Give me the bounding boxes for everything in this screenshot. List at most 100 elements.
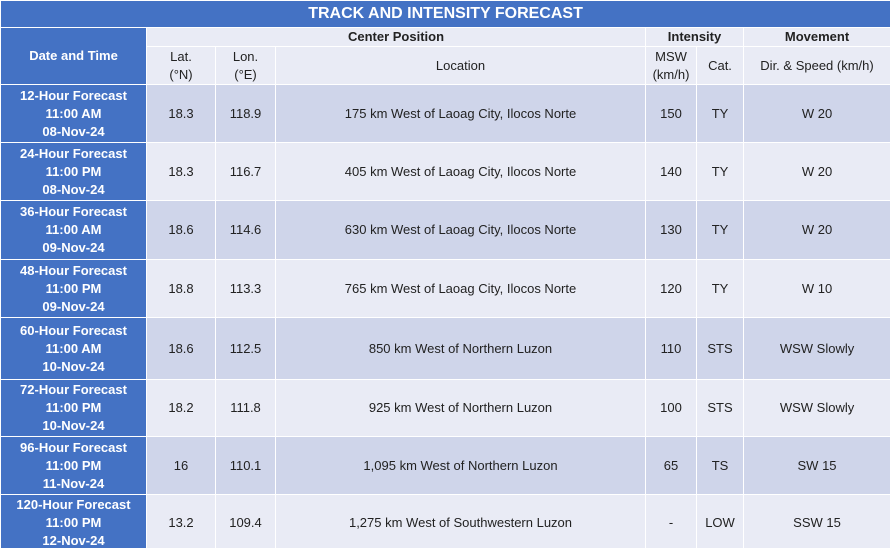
header-msw: MSW (km/h) [645, 46, 697, 85]
msw-cell: 110 [645, 317, 697, 380]
date-time-line: 11:00 PM [45, 400, 102, 415]
header-location: Location [275, 46, 646, 85]
msw-cell: 130 [645, 200, 697, 260]
date-time-cell: 120-Hour Forecast 11:00 PM 12-Nov-24 [0, 494, 147, 548]
movement-cell: WSW Slowly [742, 317, 890, 380]
lat-cell: 18.3 [146, 84, 216, 143]
lat-cell: 18.6 [146, 317, 216, 380]
date-time-line: 10-Nov-24 [42, 358, 105, 374]
date-time-line: 36-Hour Forecast [20, 204, 127, 219]
forecast-row: 24-Hour Forecast 11:00 PM 08-Nov-24 18.3 116… [0, 142, 890, 201]
date-time-line: 08-Nov-24 [42, 123, 105, 139]
lon-cell: 110.1 [215, 436, 276, 495]
date-time-cell: 60-Hour Forecast 11:00 AM 10-Nov-24 [0, 317, 147, 380]
date-time-line: 11:00 AM [45, 222, 102, 237]
forecast-row: 96-Hour Forecast 11:00 PM 11-Nov-24 16 110.1… [0, 436, 890, 495]
category-cell: STS [696, 379, 744, 437]
date-time-line: 09-Nov-24 [42, 240, 105, 255]
date-time-line: 09-Nov-24 [42, 298, 105, 314]
date-time-line: 11:00 PM [45, 163, 102, 179]
date-time-cell: 12-Hour Forecast 11:00 AM 08-Nov-24 [0, 84, 147, 143]
category-cell: TY [696, 142, 744, 201]
category-cell: TS [696, 436, 744, 495]
date-time-cell: 72-Hour Forecast 11:00 PM 10-Nov-24 [0, 379, 147, 437]
lon-cell: 118.9 [215, 84, 276, 143]
forecast-row: 48-Hour Forecast 11:00 PM 09-Nov-24 18.8 113… [0, 259, 890, 318]
subheader-row: Lat. (°N) Lon. (°E) Location MSW (km/h) Cat… [1, 46, 890, 85]
msw-cell: 140 [645, 142, 697, 201]
lon-cell: 113.3 [215, 259, 276, 318]
lat-cell: 16 [146, 436, 216, 495]
category-cell: STS [696, 317, 744, 380]
date-time-line: 08-Nov-24 [42, 181, 105, 197]
movement-cell: W 20 [742, 142, 890, 201]
date-time-line: 72-Hour Forecast [20, 382, 127, 397]
date-time-cell: 48-Hour Forecast 11:00 PM 09-Nov-24 [0, 259, 147, 318]
forecast-row: 72-Hour Forecast 11:00 PM 10-Nov-24 18.2 111… [0, 379, 890, 437]
movement-cell: W 10 [742, 259, 890, 318]
lon-cell: 112.5 [215, 317, 276, 380]
header-line: (°N) [169, 66, 193, 82]
location-cell: 630 km West of Laoag City, Ilocos Norte [275, 200, 646, 260]
date-time-line: 96-Hour Forecast [20, 439, 127, 455]
date-time-line: 12-Hour Forecast [20, 87, 127, 103]
category-cell: TY [696, 84, 744, 143]
category-cell: TY [696, 200, 744, 260]
header-lon: Lon. (°E) [215, 46, 276, 85]
date-time-line: 10-Nov-24 [42, 418, 105, 433]
date-time-line: 11:00 AM [45, 105, 102, 121]
category-cell: LOW [696, 494, 744, 548]
lon-cell: 111.8 [215, 379, 276, 437]
header-line: Lon. [232, 48, 259, 64]
header-line: MSW [655, 48, 687, 64]
lat-cell: 18.6 [146, 200, 216, 260]
movement-cell: SW 15 [742, 436, 890, 495]
forecast-row: 60-Hour Forecast 11:00 AM 10-Nov-24 18.6 112… [0, 317, 890, 380]
movement-cell: W 20 [742, 84, 890, 143]
header-line: Lat. [170, 48, 192, 64]
date-time-line: 120-Hour Forecast [16, 496, 131, 512]
date-time-line: 11:00 PM [45, 457, 102, 473]
date-time-cell: 24-Hour Forecast 11:00 PM 08-Nov-24 [0, 142, 147, 201]
msw-cell: 65 [645, 436, 697, 495]
movement-cell: WSW Slowly [742, 379, 890, 437]
forecast-row: 12-Hour Forecast 11:00 AM 08-Nov-24 18.3 118… [0, 84, 890, 143]
date-time-line: 11-Nov-24 [42, 475, 105, 491]
header-center-position: Center Position [146, 27, 646, 47]
movement-cell: W 20 [742, 200, 890, 260]
date-time-line: 11:00 AM [45, 340, 102, 356]
location-cell: 1,275 km West of Southwestern Luzon [275, 494, 646, 548]
msw-cell: 100 [645, 379, 697, 437]
date-time-line: 24-Hour Forecast [20, 145, 127, 161]
header-line: (°E) [234, 66, 257, 82]
header-dir-speed: Dir. & Speed (km/h) [742, 46, 890, 85]
date-time-cell: 96-Hour Forecast 11:00 PM 11-Nov-24 [0, 436, 147, 495]
date-time-line: 60-Hour Forecast [20, 322, 127, 338]
header-line: (km/h) [652, 66, 690, 82]
header-lat: Lat. (°N) [146, 46, 216, 85]
category-cell: TY [696, 259, 744, 318]
location-cell: 765 km West of Laoag City, Ilocos Norte [275, 259, 646, 318]
location-cell: 405 km West of Laoag City, Ilocos Norte [275, 142, 646, 201]
header-row: Date and Time Center Position Intensity … [0, 27, 890, 85]
header-movement: Movement [742, 27, 890, 47]
location-cell: 925 km West of Northern Luzon [275, 379, 646, 437]
location-cell: 175 km West of Laoag City, Ilocos Norte [275, 84, 646, 143]
lon-cell: 114.6 [215, 200, 276, 260]
lat-cell: 18.3 [146, 142, 216, 201]
movement-cell: SSW 15 [742, 494, 890, 548]
lon-cell: 116.7 [215, 142, 276, 201]
location-cell: 1,095 km West of Northern Luzon [275, 436, 646, 495]
msw-cell: 150 [645, 84, 697, 143]
title-row: TRACK AND INTENSITY FORECAST [0, 0, 890, 28]
header-date-time: Date and Time [0, 27, 147, 85]
date-time-line: 11:00 PM [45, 514, 102, 530]
msw-cell: - [645, 494, 697, 548]
forecast-row: 36-Hour Forecast 11:00 AM 09-Nov-24 18.6 114… [0, 200, 890, 260]
msw-cell: 120 [645, 259, 697, 318]
date-time-line: 48-Hour Forecast [20, 262, 127, 278]
location-cell: 850 km West of Northern Luzon [275, 317, 646, 380]
